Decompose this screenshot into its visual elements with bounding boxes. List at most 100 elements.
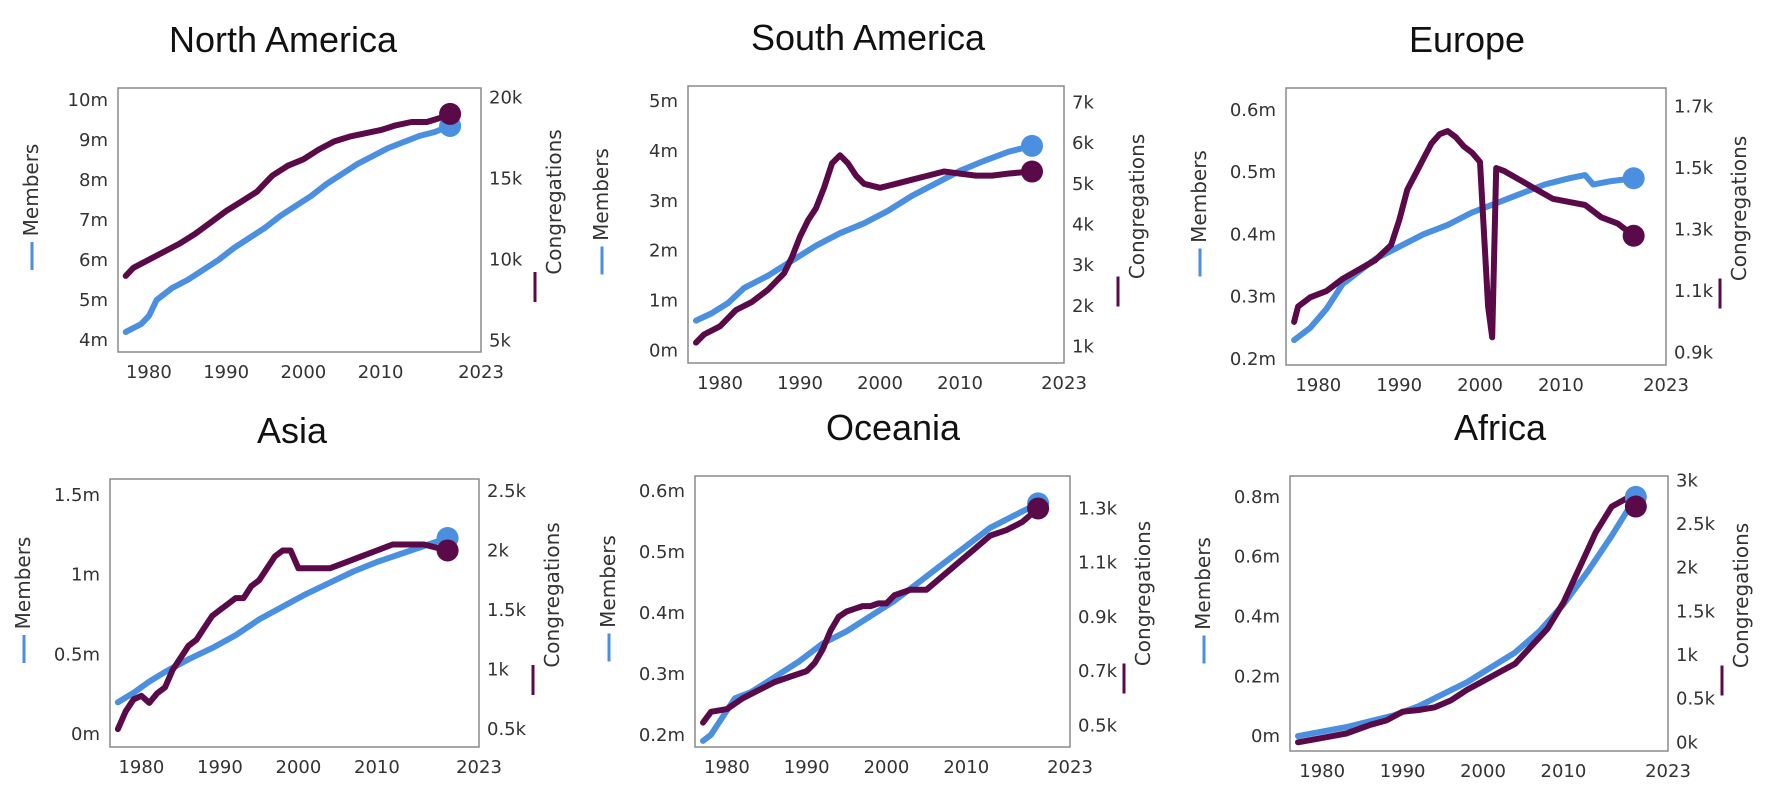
y-tick-label: 0.5m bbox=[1230, 162, 1276, 183]
x-tick-label: 1980 bbox=[697, 373, 743, 394]
members-line bbox=[700, 500, 1042, 744]
x-tick-label: 2023 bbox=[1643, 375, 1689, 396]
x-tick-label: 1990 bbox=[784, 757, 830, 778]
plot-frame bbox=[694, 475, 1071, 748]
y2-axis-label: Congregations bbox=[1125, 134, 1149, 279]
y-tick-label: 0.4m bbox=[1230, 224, 1276, 245]
x-tick-label: 2023 bbox=[1047, 757, 1093, 778]
x-tick-label: 1990 bbox=[1376, 375, 1422, 396]
y-axis-label: Members bbox=[11, 537, 35, 630]
x-tick-label: 1980 bbox=[126, 362, 172, 383]
y2-tick-label: 4k bbox=[1072, 215, 1094, 236]
y-axis-label: Members bbox=[1191, 537, 1215, 630]
plot-frame bbox=[1285, 87, 1667, 366]
chart-title: Africa bbox=[1454, 407, 1547, 448]
congregations-line bbox=[1295, 494, 1639, 746]
x-tick-label: 2010 bbox=[358, 362, 404, 383]
y-axis-label: Members bbox=[589, 148, 613, 241]
y-tick-label: 6m bbox=[79, 250, 108, 271]
x-tick-label: 2000 bbox=[276, 757, 322, 778]
congregations-end-marker bbox=[1027, 497, 1050, 520]
x-tick-label: 2023 bbox=[456, 757, 502, 778]
y2-tick-label: 2k bbox=[487, 540, 509, 561]
y-tick-label: 0.6m bbox=[1230, 100, 1276, 121]
y2-tick-label: 2k bbox=[1676, 558, 1698, 579]
y2-tick-label: 10k bbox=[489, 250, 523, 271]
chart-title: Asia bbox=[257, 410, 328, 451]
panel-north-america: North America 1980 1990 2000 2010 2023 4m 5m 6m 7… bbox=[19, 19, 566, 383]
chart-title: Oceania bbox=[826, 407, 961, 448]
y2-tick-label: 1.5k bbox=[1676, 601, 1716, 622]
congregations-end-marker bbox=[1624, 495, 1647, 518]
y2-axis-label: Congregations bbox=[1729, 523, 1753, 668]
chart-title: North America bbox=[169, 19, 398, 60]
congregations-line bbox=[693, 152, 1035, 346]
y2-tick-label: 1k bbox=[1676, 645, 1698, 666]
y-tick-label: 1m bbox=[649, 291, 678, 312]
x-tick-label: 2000 bbox=[864, 757, 910, 778]
y2-axis-label: Congregations bbox=[540, 522, 564, 667]
x-tick-label: 2000 bbox=[857, 373, 903, 394]
y-tick-label: 0.2m bbox=[639, 725, 685, 746]
x-tick-label: 2023 bbox=[458, 362, 504, 383]
y-tick-label: 9m bbox=[79, 130, 108, 151]
plot-frame bbox=[1289, 475, 1669, 752]
panel-europe: Europe 1980 1990 2000 2010 2023 0.2m 0.3m 0.4m 0.… bbox=[1187, 19, 1751, 396]
y-axis-label: Members bbox=[596, 535, 620, 628]
y2-tick-label: 7k bbox=[1072, 92, 1094, 113]
y-tick-label: 4m bbox=[79, 330, 108, 351]
y-tick-label: 3m bbox=[649, 191, 678, 212]
members-end-marker bbox=[1622, 167, 1645, 190]
y2-tick-label: 0.5k bbox=[1676, 689, 1716, 710]
y2-tick-label: 0.5k bbox=[487, 719, 527, 740]
y2-tick-label: 0.7k bbox=[1078, 661, 1118, 682]
x-tick-label: 2000 bbox=[1457, 375, 1503, 396]
y2-tick-label: 15k bbox=[489, 169, 523, 190]
y2-tick-label: 1k bbox=[487, 660, 509, 681]
y2-tick-label: 5k bbox=[1072, 174, 1094, 195]
x-tick-label: 2023 bbox=[1645, 761, 1691, 782]
y-tick-label: 0.4m bbox=[1234, 606, 1280, 627]
congregations-end-marker bbox=[436, 539, 459, 562]
x-tick-label: 1990 bbox=[1380, 761, 1426, 782]
y2-tick-label: 1.1k bbox=[1674, 281, 1714, 302]
congregations-line bbox=[1291, 128, 1637, 341]
y2-tick-label: 6k bbox=[1072, 133, 1094, 154]
x-tick-label: 1980 bbox=[1299, 761, 1345, 782]
y2-tick-label: 1.3k bbox=[1674, 220, 1714, 241]
y-tick-label: 0m bbox=[1251, 726, 1280, 747]
congregations-end-marker bbox=[1622, 224, 1645, 247]
x-tick-label: 2010 bbox=[937, 373, 983, 394]
y2-tick-label: 3k bbox=[1072, 255, 1094, 276]
y2-tick-label: 1.7k bbox=[1674, 96, 1714, 117]
x-tick-label: 2000 bbox=[280, 362, 326, 383]
x-tick-label: 2023 bbox=[1041, 373, 1087, 394]
y2-tick-label: 0.9k bbox=[1674, 343, 1714, 364]
members-line bbox=[1295, 493, 1639, 740]
y2-tick-label: 3k bbox=[1676, 470, 1698, 491]
chart-title: Europe bbox=[1409, 19, 1525, 60]
y2-axis-label: Congregations bbox=[1131, 521, 1155, 666]
y2-tick-label: 1.1k bbox=[1078, 553, 1118, 574]
y-tick-label: 7m bbox=[79, 210, 108, 231]
x-tick-label: 2000 bbox=[1460, 761, 1506, 782]
y-tick-label: 0.5m bbox=[54, 644, 100, 665]
members-line bbox=[1291, 172, 1637, 344]
plot-frame bbox=[687, 85, 1065, 364]
y2-tick-label: 2k bbox=[1072, 296, 1094, 317]
panel-south-america: South America 1980 1990 2000 2010 2023 0m 1m 2m 3… bbox=[589, 17, 1149, 394]
members-line bbox=[114, 535, 451, 706]
plot-frame bbox=[117, 87, 482, 353]
members-line bbox=[693, 142, 1035, 324]
y-tick-label: 5m bbox=[79, 290, 108, 311]
y2-tick-label: 20k bbox=[489, 88, 523, 109]
y-axis-label: Members bbox=[1187, 150, 1211, 243]
plot-frame bbox=[109, 478, 480, 748]
y-tick-label: 0.3m bbox=[1230, 287, 1276, 308]
x-tick-label: 2010 bbox=[1538, 375, 1584, 396]
panel-asia: Asia 1980 1990 2000 2010 2023 0m 0.5m 1m 1.5m 0.5k… bbox=[11, 410, 564, 778]
x-tick-label: 1980 bbox=[1295, 375, 1341, 396]
y-tick-label: 0.2m bbox=[1230, 349, 1276, 370]
y2-tick-label: 2.5k bbox=[1676, 514, 1716, 535]
